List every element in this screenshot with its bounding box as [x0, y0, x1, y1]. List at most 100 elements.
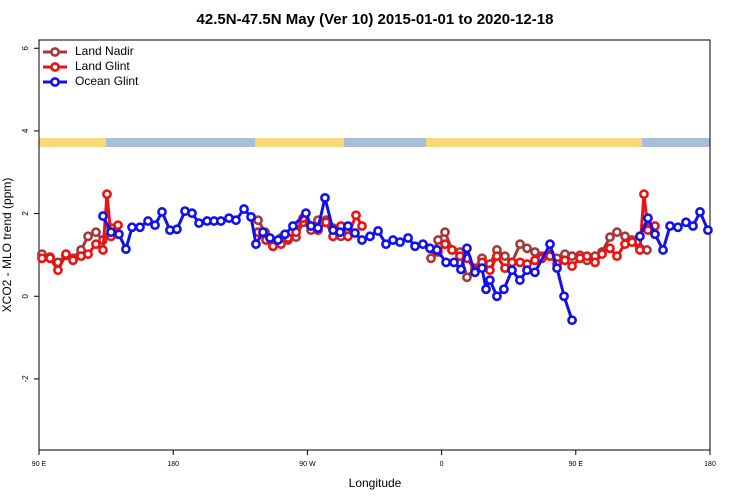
- data-point: [258, 227, 268, 238]
- data-point: [83, 249, 93, 259]
- data-point: [98, 245, 108, 255]
- data-point: [590, 257, 600, 268]
- data-point: [545, 239, 555, 250]
- x-axis-label: Longitude: [349, 476, 402, 490]
- data-point: [635, 231, 645, 242]
- data-point: [485, 265, 495, 276]
- data-point: [418, 239, 428, 250]
- ocean-band: [39, 138, 710, 147]
- data-point: [522, 243, 532, 254]
- data-point: [351, 210, 361, 221]
- data-point: [688, 221, 698, 231]
- data-point: [37, 253, 47, 264]
- data-point: [251, 239, 261, 250]
- land-band: [39, 138, 106, 147]
- data-point: [239, 204, 249, 214]
- data-point: [560, 255, 570, 266]
- legend-marker: [50, 47, 60, 57]
- data-point: [499, 284, 509, 295]
- data-point: [410, 241, 420, 252]
- data-point: [477, 263, 487, 274]
- data-point: [681, 217, 691, 228]
- data-point: [500, 251, 510, 262]
- data-point: [365, 231, 375, 242]
- data-point: [61, 249, 71, 259]
- data-point: [53, 265, 63, 276]
- data-point: [246, 211, 256, 222]
- data-point: [426, 253, 436, 264]
- data-point: [703, 225, 713, 236]
- land-ocean-band: [39, 138, 710, 147]
- x-tick-label: 90 E: [32, 461, 47, 468]
- data-point: [127, 222, 137, 233]
- data-point: [559, 291, 569, 302]
- data-point: [403, 233, 413, 243]
- data-point: [522, 265, 532, 276]
- data-point: [343, 221, 353, 231]
- land-band: [255, 138, 344, 147]
- data-point: [485, 275, 495, 286]
- data-point: [530, 267, 540, 278]
- data-point: [350, 228, 360, 238]
- data-point: [231, 215, 241, 226]
- data-point: [567, 251, 577, 262]
- y-tick-label: 4: [21, 128, 30, 133]
- y-tick-label: 2: [21, 211, 30, 216]
- data-point: [605, 243, 615, 254]
- data-point: [650, 229, 660, 240]
- legend-marker: [50, 62, 60, 72]
- data-point: [462, 272, 472, 283]
- legend-marker: [50, 77, 60, 87]
- data-point: [280, 229, 290, 240]
- land-band: [426, 138, 642, 147]
- data-point: [91, 239, 101, 250]
- data-point: [357, 235, 367, 245]
- data-point: [172, 224, 182, 235]
- data-point: [106, 227, 116, 238]
- data-point: [157, 207, 167, 217]
- data-point: [639, 189, 649, 200]
- x-tick-label: 0: [440, 461, 444, 468]
- x-tick-label: 180: [167, 461, 179, 468]
- data-point: [552, 263, 562, 274]
- y-axis-label: XCO2 - MLO trend (ppm): [0, 178, 14, 313]
- data-point: [114, 229, 124, 240]
- data-point: [567, 261, 577, 271]
- data-point: [507, 265, 517, 276]
- data-point: [658, 245, 668, 255]
- data-point: [635, 245, 645, 255]
- data-point: [432, 245, 442, 255]
- data-point: [320, 192, 330, 203]
- data-point: [481, 284, 491, 295]
- data-point: [288, 221, 298, 231]
- data-point: [373, 226, 383, 236]
- data-point: [121, 244, 131, 255]
- data-point: [381, 239, 391, 250]
- data-point: [643, 213, 653, 224]
- data-point: [216, 216, 226, 226]
- data-point: [268, 241, 278, 252]
- data-point: [665, 221, 675, 231]
- data-point: [514, 275, 525, 286]
- data-point: [440, 239, 450, 250]
- y-tick-label: 0: [21, 293, 30, 298]
- data-point: [507, 257, 517, 268]
- plot-frame: [38, 39, 711, 451]
- data-point: [462, 243, 472, 254]
- data-point: [492, 251, 502, 262]
- x-tick-label: 90 E: [569, 461, 584, 468]
- data-point: [301, 208, 311, 219]
- data-point: [612, 227, 622, 238]
- data-point: [321, 217, 331, 228]
- data-point: [695, 207, 705, 217]
- data-point: [113, 220, 123, 231]
- data-point: [433, 235, 443, 245]
- data-point: [627, 237, 637, 248]
- data-point: [68, 255, 78, 266]
- data-point: [395, 237, 405, 248]
- data-point: [597, 249, 607, 259]
- data-point: [150, 220, 160, 231]
- data-point: [447, 245, 457, 255]
- legend-label: Land Glint: [75, 59, 130, 73]
